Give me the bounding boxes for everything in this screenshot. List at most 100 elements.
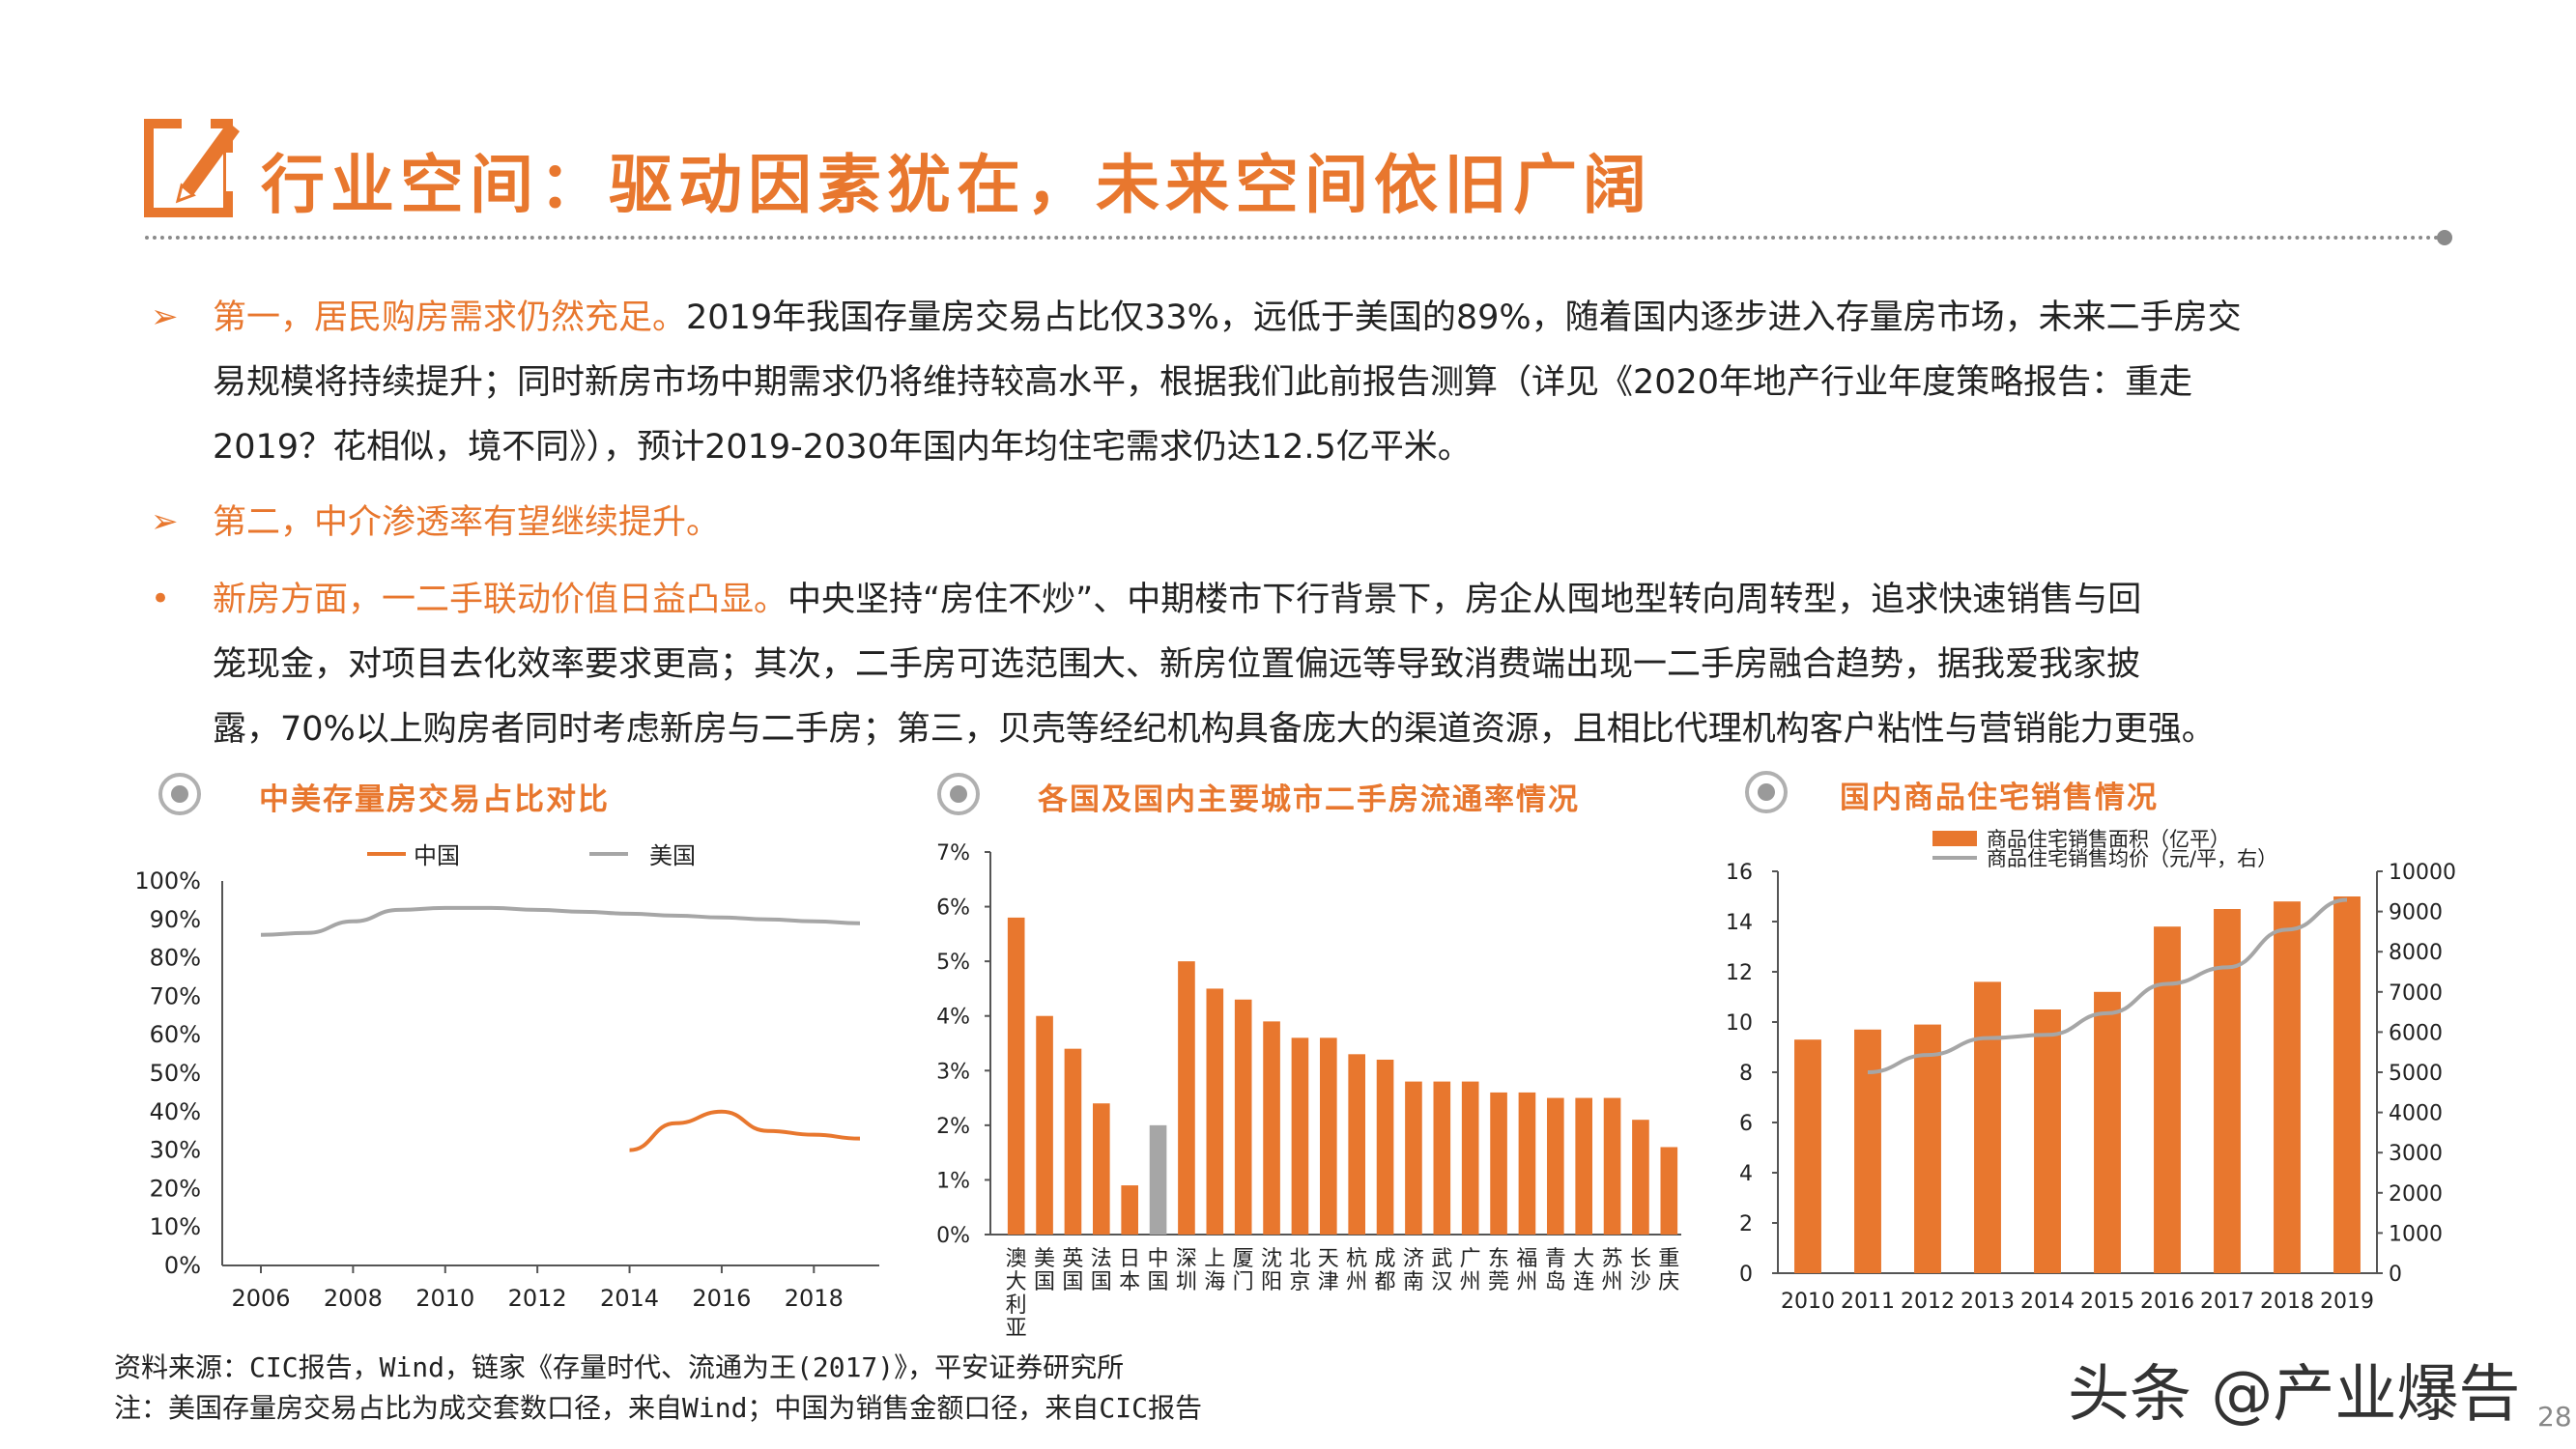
chart3-title: 国内商品住宅销售情况 (1840, 781, 2159, 815)
chart2-x-label: 北京 (1289, 1247, 1310, 1294)
paragraph-demand-heading: 第一，居民购房需求仍然充足。 (213, 298, 687, 337)
chart3-bar (1854, 1029, 1881, 1273)
chart2-title: 各国及国内主要城市二手房流通率情况 (1038, 782, 1580, 817)
chart2-bar (1547, 1097, 1564, 1235)
chart2-bar (1007, 917, 1025, 1235)
chart1-x-tick-label: 2018 (785, 1285, 844, 1312)
chart2-x-label: 济南 (1403, 1247, 1424, 1294)
chart3-x-label: 2017 (2200, 1290, 2254, 1314)
paragraph-penetration-heading: 第二，中介渗透率有望继续提升。 (213, 503, 721, 542)
pencil-note-icon (144, 114, 245, 217)
chart1-x-tick-label: 2016 (692, 1285, 751, 1312)
chart2-x-label: 苏州 (1602, 1247, 1623, 1294)
chart3-x-label: 2012 (1901, 1290, 1955, 1314)
chart1-x-tick-label: 2006 (231, 1285, 290, 1312)
chart3-right-tick-label: 3000 (2389, 1142, 2443, 1166)
chart2-y-tick-label: 7% (936, 841, 970, 866)
chart3-bar (1974, 981, 2001, 1273)
chart3-bar (1914, 1024, 1941, 1273)
chart3-legend-label: 商品住宅销售面积（亿平） (1987, 828, 2230, 851)
chart1-y-tick-label: 0% (164, 1252, 201, 1279)
chart2-x-label: 日本 (1119, 1247, 1140, 1294)
chart2-y-tick-label: 1% (936, 1169, 970, 1193)
chart3-bar (2154, 926, 2181, 1273)
chart3-x-label: 2016 (2140, 1290, 2194, 1314)
paragraph-demand-line: 易规模将持续提升；同时新房市场中期需求仍将维持较高水平，根据我们此前报告测算（详… (213, 363, 2193, 402)
chart3-right-tick-label: 9000 (2389, 901, 2443, 925)
chart1-y-tick-label: 30% (150, 1137, 201, 1164)
chart3-x-label: 2014 (2020, 1290, 2075, 1314)
chart2-x-label: 成都 (1375, 1247, 1396, 1294)
chart3-bar (2094, 991, 2121, 1273)
chart3-left-tick-label: 10 (1726, 1011, 1753, 1036)
chart2-x-label: 广州 (1460, 1247, 1481, 1294)
chart3-right-tick-label: 1000 (2389, 1222, 2443, 1246)
chart1-y-tick-label: 40% (150, 1098, 201, 1125)
chart2-bar (1376, 1059, 1394, 1235)
chart2-bar (1632, 1120, 1649, 1235)
chart3-bar (2034, 1009, 2061, 1273)
chart2-x-label: 美国 (1034, 1247, 1055, 1294)
arrow-bullet-icon: ➢ (151, 298, 179, 336)
chart3-bar (2333, 896, 2361, 1273)
chart2-bar (1263, 1021, 1280, 1235)
chart1-y-tick-label: 90% (150, 906, 201, 933)
chart2-y-tick-label: 6% (936, 896, 970, 921)
chart1-x-tick-label: 2008 (324, 1285, 383, 1312)
chart2-bar (1490, 1092, 1507, 1235)
chart2-bar (1433, 1081, 1451, 1235)
page-title: 行业空间：驱动因素犹在，未来空间依旧广阔 (261, 147, 1652, 222)
chart3-left-tick-label: 12 (1726, 961, 1753, 985)
paragraph-demand: 第一，居民购房需求仍然充足。2019年我国存量房交易占比仅33%，远低于美国的8… (213, 286, 2406, 480)
chart2-x-label: 天津 (1318, 1247, 1339, 1294)
title-divider-end-dot (2437, 230, 2452, 245)
paragraph-new-home: 新房方面，一二手联动价值日益凸显。中央坚持“房住不炒”、中期楼市下行背景下，房企… (213, 568, 2406, 762)
arrow-bullet-icon: ➢ (151, 502, 179, 541)
chart2-x-label: 杭州 (1346, 1247, 1367, 1294)
chart1-title: 中美存量房交易占比对比 (259, 782, 610, 817)
chart1-x-tick-label: 2014 (600, 1285, 659, 1312)
chart2-bar (1575, 1097, 1592, 1235)
chart2-bar (1461, 1081, 1479, 1235)
chart3-right-tick-label: 2000 (2389, 1182, 2443, 1207)
chart-existing-home-share: 中国 美国 100%90%80%70%60%50%40%30%20%10%0% … (134, 842, 879, 1312)
paragraph-new-home-line: 露，70%以上购房者同时考虑新房与二手房；第三，贝壳等经纪机构具备庞大的渠道资源… (213, 710, 2216, 749)
chart2-bar (1064, 1048, 1082, 1235)
chart1-y-tick-label: 10% (150, 1213, 201, 1240)
paragraph-demand-line: 2019？花相似，境不同》），预计2019-2030年国内年均住宅需求仍达12.… (213, 428, 1472, 467)
chart3-right-tick-label: 8000 (2389, 941, 2443, 965)
chart3-price-line (1867, 897, 2348, 1074)
chart1-legend-label: 美国 (649, 842, 696, 869)
section-radio-icon (158, 773, 201, 815)
section-radio-icon (1745, 771, 1788, 813)
chart3-bar (1794, 1039, 1821, 1273)
chart3-x-label: 2015 (2080, 1290, 2134, 1314)
chart1-series-line-1 (260, 905, 861, 937)
chart3-right-tick-label: 4000 (2389, 1102, 2443, 1126)
section-radio-icon (937, 773, 980, 815)
chart2-bar (1093, 1103, 1110, 1235)
chart1-y-tick-label: 20% (150, 1175, 201, 1202)
chart2-x-label: 中国 (1148, 1247, 1169, 1294)
page-number: 28 (2537, 1401, 2572, 1433)
chart2-x-label: 上海 (1204, 1247, 1225, 1294)
dot-bullet-icon: • (151, 580, 171, 618)
chart2-bar (1178, 961, 1195, 1235)
chart2-bar (1660, 1147, 1678, 1235)
watermark: 头条 @产业爆告 (2068, 1359, 2521, 1431)
chart1-series-line-0 (629, 1109, 861, 1152)
chart-commodity-housing-sales: 商品住宅销售面积（亿平） 商品住宅销售均价（元/平，右） 16 14 12 10 8 6 4… (1726, 828, 2456, 1314)
chart3-x-label: 2019 (2320, 1290, 2374, 1314)
chart3-left-tick-label: 16 (1726, 861, 1753, 885)
chart3-x-label: 2013 (1961, 1290, 2015, 1314)
chart2-y-tick-label: 2% (936, 1115, 970, 1139)
chart3-legend-swatch (1932, 831, 1977, 846)
chart-resale-turnover-rate: 7% 6% 5% 4% 3% 2% 1% 0% 澳大利亚美国英国法国日本中国深圳上海厦门沈阳北… (936, 841, 1681, 1341)
chart2-x-label: 沈阳 (1261, 1247, 1282, 1294)
paragraph-new-home-line: 笼现金，对项目去化效率要求更高；其次，二手房可选范围大、新房位置偏远等导致消费端… (213, 645, 2141, 684)
chart2-bar (1291, 1037, 1309, 1235)
chart2-x-label: 东莞 (1488, 1247, 1509, 1294)
chart2-bar (1348, 1054, 1365, 1235)
chart3-legend-label: 商品住宅销售均价（元/平，右） (1987, 847, 2277, 870)
chart3-left-tick-label: 6 (1739, 1112, 1753, 1136)
